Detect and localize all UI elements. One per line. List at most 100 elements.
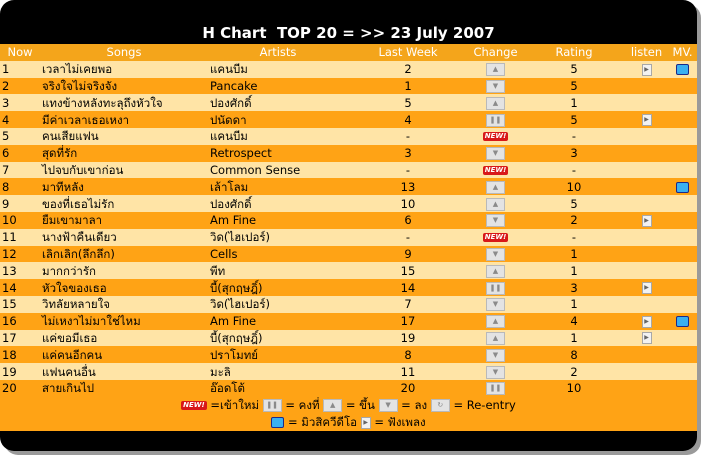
mv-cell — [668, 245, 697, 263]
mv-cell — [668, 127, 697, 145]
mv-cell — [668, 60, 697, 78]
listen-cell — [625, 144, 668, 162]
arrow-down-icon: ▼ — [486, 79, 505, 93]
arrow-up-icon: ▲ — [486, 63, 505, 77]
rating-cell: 2 — [523, 211, 625, 229]
artist-name: บี้(สุกฤษฎิ์) — [208, 279, 348, 296]
artist-name: ปราโมทย์ — [208, 346, 348, 364]
song-title: มาทีหลัง — [40, 178, 208, 196]
new-badge-icon: NEW! — [482, 165, 509, 175]
listen-cell — [625, 127, 668, 145]
legend-down-label: = ลง — [401, 398, 428, 413]
table-row: 8 มาทีหลัง เล้าโลม 13 ▲ 10 — [0, 178, 697, 196]
arrow-up-icon: ▲ — [486, 197, 505, 211]
song-title: วิทลัยหลายใจ — [40, 295, 208, 313]
rating-cell: 5 — [523, 111, 625, 128]
arrow-down-icon: ▼ — [486, 365, 505, 379]
mv-cell — [668, 144, 697, 162]
change-cell: ❚❚ — [468, 111, 523, 128]
song-title: ของที่เธอไม่รัก — [40, 195, 208, 212]
mv-cell — [668, 329, 697, 347]
change-cell: ▼ — [468, 245, 523, 263]
listen-cell — [625, 363, 668, 380]
change-cell: NEW! — [468, 228, 523, 246]
last-week-cell: 5 — [348, 94, 468, 112]
song-title: ไปจบกับเขาก่อน — [40, 161, 208, 179]
listen-cell — [625, 228, 668, 246]
legend-row-2: = มิวสิควีดีโอ ▶ = ฟังเพลง — [0, 413, 697, 431]
table-row: 16 ไม่เหงาไม่มาใช่ไหม Am Fine 17 ▲ 4 ▶ — [0, 312, 697, 330]
arrow-up-icon: ▲ — [323, 399, 343, 413]
last-week-cell: 13 — [348, 178, 468, 196]
artist-name: พีท — [208, 262, 348, 280]
rank-cell: 18 — [0, 346, 40, 364]
tv-icon[interactable] — [676, 316, 689, 328]
artist-name: Am Fine — [208, 312, 348, 330]
rating-cell: 10 — [523, 178, 625, 196]
artist-name: Retrospect — [208, 144, 348, 162]
song-title: หัวใจของเธอ — [40, 279, 208, 296]
artist-name: วิด(ไฮเปอร์) — [208, 295, 348, 313]
last-week-cell: 17 — [348, 312, 468, 330]
rank-cell: 7 — [0, 161, 40, 179]
change-cell: ▲ — [468, 178, 523, 196]
new-badge-icon: NEW! — [482, 132, 509, 142]
rank-cell: 1 — [0, 60, 40, 78]
rank-cell: 10 — [0, 211, 40, 229]
rank-cell: 12 — [0, 245, 40, 263]
play-icon[interactable]: ▶ — [641, 63, 652, 76]
mv-cell — [668, 77, 697, 95]
mv-cell — [668, 94, 697, 112]
last-week-cell: 4 — [348, 111, 468, 128]
change-cell: ▲ — [468, 329, 523, 347]
change-cell: ❚❚ — [468, 379, 523, 397]
artist-name: Common Sense — [208, 161, 348, 179]
legend-row-1: NEW! =เข้าใหม่ ❚❚ = คงที่ ▲ = ขึ้น ▼ = ล… — [0, 396, 697, 414]
play-icon[interactable]: ▶ — [641, 114, 652, 127]
artist-name: อ๊อดโต้ — [208, 379, 348, 397]
play-icon[interactable]: ▶ — [641, 282, 652, 295]
rank-cell: 8 — [0, 178, 40, 196]
play-icon[interactable]: ▶ — [641, 214, 652, 227]
pause-icon: ❚❚ — [486, 113, 505, 127]
change-cell: NEW! — [468, 161, 523, 179]
table-row: 11 นางฟ้าคืนเดียว วิด(ไฮเปอร์) - NEW! - — [0, 228, 697, 246]
rating-cell: 4 — [523, 312, 625, 330]
table-row: 19 แฟนคนอื่น มะลิ 11 ▼ 2 — [0, 363, 697, 380]
rating-cell: 1 — [523, 329, 625, 347]
last-week-cell: 11 — [348, 363, 468, 380]
table-row: 18 แค่คนอีกคน ปราโมทย์ 8 ▼ 8 — [0, 346, 697, 364]
listen-cell — [625, 161, 668, 179]
rating-cell: 5 — [523, 60, 625, 78]
listen-cell — [625, 262, 668, 280]
rank-cell: 13 — [0, 262, 40, 280]
tv-icon[interactable] — [676, 181, 689, 193]
play-icon[interactable]: ▶ — [641, 332, 652, 345]
artist-name: แคนบีม — [208, 127, 348, 145]
legend-up-label: = ขึ้น — [345, 398, 375, 413]
song-title: เวลาไม่เคยพอ — [40, 60, 208, 78]
tv-icon[interactable] — [676, 64, 689, 76]
change-cell: ▲ — [468, 60, 523, 78]
mv-cell — [668, 211, 697, 229]
mv-cell — [668, 262, 697, 280]
legend-mv-label: = มิวสิควีดีโอ — [288, 415, 358, 430]
play-icon[interactable]: ▶ — [641, 315, 652, 328]
song-title: แทงข้างหลังทะลุถึงหัวใจ — [40, 94, 208, 112]
change-cell: ❚❚ — [468, 279, 523, 296]
header-last-week: Last Week — [348, 44, 468, 61]
rating-cell: 3 — [523, 144, 625, 162]
mv-cell — [668, 161, 697, 179]
artist-name: Pancake — [208, 77, 348, 95]
mv-cell — [668, 295, 697, 313]
arrow-up-icon: ▲ — [486, 96, 505, 110]
last-week-cell: 15 — [348, 262, 468, 280]
mv-cell — [668, 178, 697, 196]
last-week-cell: 7 — [348, 295, 468, 313]
song-title: ไม่เหงาไม่มาใช่ไหม — [40, 312, 208, 330]
rating-cell: - — [523, 127, 625, 145]
listen-cell — [625, 295, 668, 313]
change-cell: NEW! — [468, 127, 523, 145]
listen-cell — [625, 245, 668, 263]
legend-listen-label: = ฟังเพลง — [374, 415, 426, 430]
